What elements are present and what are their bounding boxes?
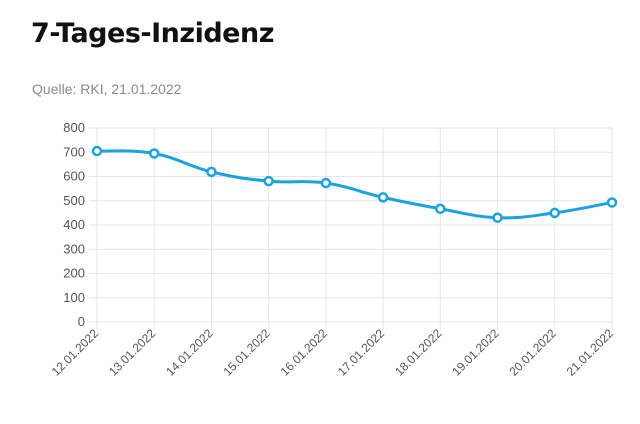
data-point[interactable] xyxy=(435,203,446,215)
data-point[interactable] xyxy=(549,207,561,219)
data-point[interactable] xyxy=(148,148,160,159)
x-tick-label: 15.01.2022 xyxy=(220,326,273,379)
data-point[interactable] xyxy=(377,192,389,203)
y-tick-label: 400 xyxy=(63,217,85,232)
x-tick-label: 12.01.2022 xyxy=(49,326,102,379)
y-axis-ticks: 0 100 200 300 400 500 600 700 800 xyxy=(63,120,85,329)
y-tick-label: 300 xyxy=(63,241,85,256)
data-point[interactable] xyxy=(606,197,618,208)
data-point[interactable] xyxy=(206,166,217,178)
y-tick-label: 100 xyxy=(63,290,85,305)
chart-title: 7-Tages-Inzidenz xyxy=(31,18,274,49)
source-note: Quelle: RKI, 21.01.2022 xyxy=(32,81,182,97)
x-tick-label: 13.01.2022 xyxy=(106,326,159,379)
y-tick-label: 200 xyxy=(63,266,85,281)
x-tick-label: 18.01.2022 xyxy=(392,326,445,379)
data-point[interactable] xyxy=(263,175,274,187)
data-point[interactable] xyxy=(320,177,332,189)
y-tick-label: 800 xyxy=(63,120,85,135)
x-axis-ticks: 12.01.2022 13.01.2022 14.01.2022 15.01.2022… xyxy=(49,326,617,379)
x-tick-label: 16.01.2022 xyxy=(278,326,331,379)
x-tick-label: 19.01.2022 xyxy=(449,326,502,379)
x-tick-label: 20.01.2022 xyxy=(507,326,560,379)
data-point[interactable] xyxy=(492,212,503,223)
y-tick-label: 0 xyxy=(78,314,85,329)
y-tick-label: 500 xyxy=(63,193,85,208)
y-tick-label: 700 xyxy=(63,144,85,159)
grid-lines xyxy=(89,127,613,330)
series-group xyxy=(91,145,618,223)
x-tick-label: 14.01.2022 xyxy=(163,326,216,379)
data-point[interactable] xyxy=(91,145,103,157)
x-tick-label: 21.01.2022 xyxy=(564,326,617,379)
x-tick-label: 17.01.2022 xyxy=(335,326,388,379)
series-line xyxy=(95,149,614,220)
y-tick-label: 600 xyxy=(63,169,85,184)
